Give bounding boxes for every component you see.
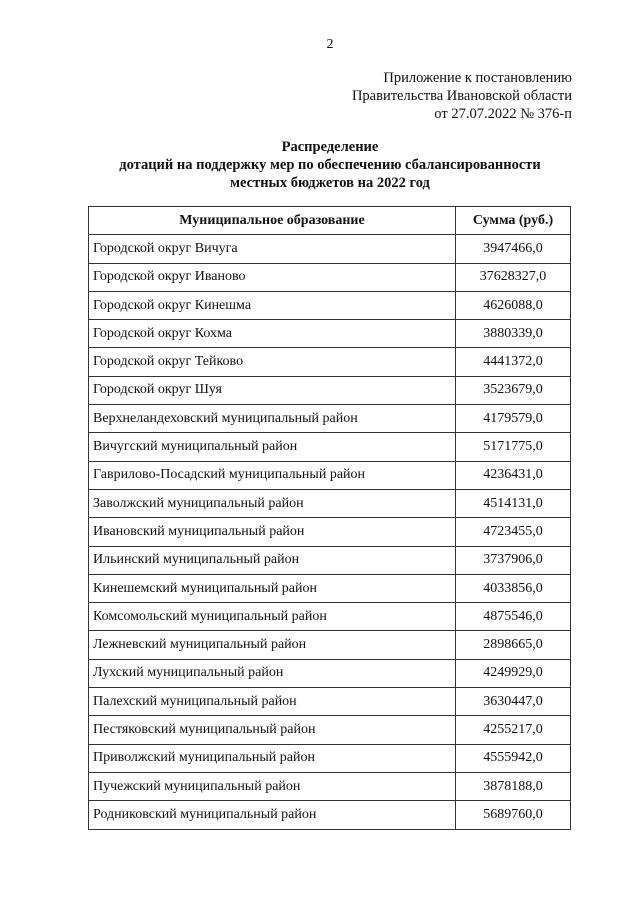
municipality-cell: Комсомольский муниципальный район xyxy=(88,602,456,632)
document-title: Распределение дотаций на поддержку мер п… xyxy=(0,138,640,192)
page-number: 2 xyxy=(326,37,334,52)
amount-cell: 4033856,0 xyxy=(455,573,571,604)
amount-cell: 3630447,0 xyxy=(455,687,571,717)
amount-cell: 4179579,0 xyxy=(455,404,571,434)
municipality-cell: Вичугский муниципальный район xyxy=(88,432,456,462)
table-row: Городской округ Кохма 3880339,0 xyxy=(88,319,571,349)
table-row: Родниковский муниципальный район 5689760,… xyxy=(88,800,571,830)
municipality-cell: Гаврилово-Посадский муниципальный район xyxy=(88,460,456,490)
table-row: Городской округ Шуя 3523679,0 xyxy=(88,375,571,406)
appendix-line: Приложение к постановлению xyxy=(383,70,572,86)
amount-cell: 3878188,0 xyxy=(455,771,571,802)
table-row: Ильинский муниципальный район 3737906,0 xyxy=(88,545,571,575)
table-row: Гаврилово-Посадский муниципальный район 4… xyxy=(88,460,571,490)
table-row: Заволжский муниципальный район 4514131,0 xyxy=(88,488,571,519)
amount-cell: 5171775,0 xyxy=(455,432,571,462)
amount-cell: 3880339,0 xyxy=(455,319,571,349)
amount-cell: 4236431,0 xyxy=(455,460,571,490)
table-row: Лухский муниципальный район 4249929,0 xyxy=(88,658,571,689)
header-amount: Сумма (руб.) xyxy=(455,205,571,236)
table-row: Городской округ Тейково 4441372,0 xyxy=(88,347,571,377)
table-row: Пучежский муниципальный район 3878188,0 xyxy=(88,771,571,802)
table-row: Ивановский муниципальный район 4723455,0 xyxy=(88,517,571,547)
title-line: Распределение xyxy=(281,139,379,155)
amount-cell: 4441372,0 xyxy=(455,347,571,377)
table-row: Приволжский муниципальный район 4555942,0 xyxy=(88,743,571,773)
municipality-cell: Палехский муниципальный район xyxy=(88,687,456,717)
municipality-cell: Городской округ Кохма xyxy=(88,319,456,349)
amount-cell: 4555942,0 xyxy=(455,743,571,773)
amount-cell: 2898665,0 xyxy=(455,630,571,660)
municipality-cell: Ильинский муниципальный район xyxy=(88,545,456,575)
table-row: Верхнеландеховский муниципальный район 41… xyxy=(88,404,571,434)
table-row: Городской округ Иваново 37628327,0 xyxy=(88,262,571,292)
table-row: Кинешемский муниципальный район 4033856,0 xyxy=(88,573,571,604)
table-row: Городской округ Вичуга 3947466,0 xyxy=(88,234,571,264)
appendix-line: Правительства Ивановской области xyxy=(351,88,572,104)
municipality-cell: Пестяковский муниципальный район xyxy=(88,715,456,745)
municipality-cell: Заволжский муниципальный район xyxy=(88,488,456,519)
amount-cell: 3737906,0 xyxy=(455,545,571,575)
amount-cell: 4514131,0 xyxy=(455,488,571,519)
municipality-cell: Ивановский муниципальный район xyxy=(88,517,456,547)
table-row: Палехский муниципальный район 3630447,0 xyxy=(88,687,571,717)
amount-cell: 4626088,0 xyxy=(455,290,571,321)
municipality-cell: Городской округ Кинешма xyxy=(88,290,456,321)
header-municipality: Муниципальное образование xyxy=(88,205,456,236)
table-row: Пестяковский муниципальный район 4255217,… xyxy=(88,715,571,745)
amount-cell: 37628327,0 xyxy=(455,262,571,292)
subsidy-table: Муниципальное образование Сумма (руб.) Г… xyxy=(88,205,571,830)
municipality-cell: Кинешемский муниципальный район xyxy=(88,573,456,604)
table-header-row: Муниципальное образование Сумма (руб.) xyxy=(88,205,571,236)
table-row: Лежневский муниципальный район 2898665,0 xyxy=(88,630,571,660)
amount-cell: 5689760,0 xyxy=(455,800,571,830)
table-row: Городской округ Кинешма 4626088,0 xyxy=(88,290,571,321)
municipality-cell: Лежневский муниципальный район xyxy=(88,630,456,660)
table-row: Комсомольский муниципальный район 4875546… xyxy=(88,602,571,632)
amount-cell: 4255217,0 xyxy=(455,715,571,745)
appendix-note: Приложение к постановлению Правительства… xyxy=(352,69,572,123)
municipality-cell: Пучежский муниципальный район xyxy=(88,771,456,802)
amount-cell: 4723455,0 xyxy=(455,517,571,547)
amount-cell: 3523679,0 xyxy=(455,375,571,406)
amount-cell: 4249929,0 xyxy=(455,658,571,689)
title-line: дотаций на поддержку мер по обеспечению … xyxy=(119,157,541,173)
municipality-cell: Городской округ Шуя xyxy=(88,375,456,406)
municipality-cell: Городской округ Вичуга xyxy=(88,234,456,264)
appendix-line: от 27.07.2022 № 376-п xyxy=(434,106,572,122)
municipality-cell: Верхнеландеховский муниципальный район xyxy=(88,404,456,434)
municipality-cell: Лухский муниципальный район xyxy=(88,658,456,689)
municipality-cell: Приволжский муниципальный район xyxy=(88,743,456,773)
municipality-cell: Городской округ Тейково xyxy=(88,347,456,377)
title-line: местных бюджетов на 2022 год xyxy=(230,175,430,191)
amount-cell: 4875546,0 xyxy=(455,602,571,632)
municipality-cell: Городской округ Иваново xyxy=(88,262,456,292)
amount-cell: 3947466,0 xyxy=(455,234,571,264)
table-row: Вичугский муниципальный район 5171775,0 xyxy=(88,432,571,462)
municipality-cell: Родниковский муниципальный район xyxy=(88,800,456,830)
